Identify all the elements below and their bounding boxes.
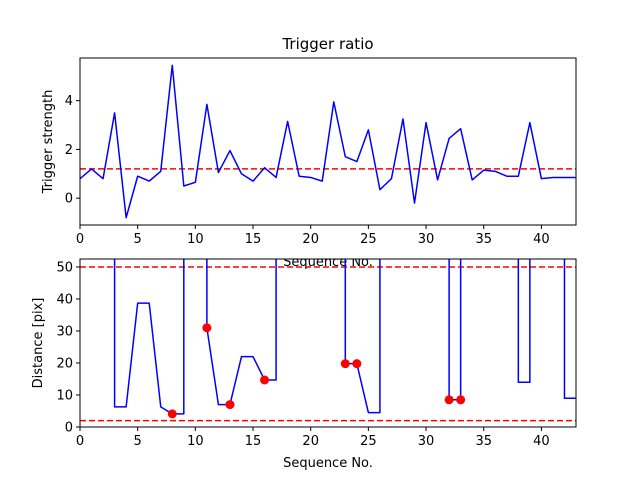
axis-ticks: 0 5 10 15 20 25 30 35 40 0 10 20 30 40 50 (56, 261, 549, 450)
x-tick-label: 30 (418, 434, 435, 449)
x-tick-label: 10 (187, 232, 204, 247)
y-tick-label: 0 (65, 192, 73, 207)
y-axis-label: Distance [pix] (31, 298, 46, 389)
x-tick-label: 30 (418, 232, 435, 247)
x-tick-label: 20 (302, 232, 319, 247)
y-axis-label: Trigger strength (41, 90, 56, 195)
x-tick-label: 0 (76, 434, 84, 449)
x-tick-label: 10 (187, 434, 204, 449)
x-tick-label: 25 (360, 232, 377, 247)
data-point (225, 400, 235, 410)
axes-frame (79, 57, 577, 226)
plot-area (80, 259, 576, 422)
x-tick-label: 15 (245, 232, 262, 247)
x-tick-label: 40 (533, 434, 550, 449)
x-tick-label: 0 (76, 232, 84, 247)
y-tick-label: 40 (56, 293, 73, 308)
y-tick-label: 30 (56, 325, 73, 340)
label-overlap-mask (270, 254, 386, 259)
x-tick-label: 15 (245, 434, 262, 449)
plot-area (80, 64, 576, 219)
x-axis-label: Sequence No. (283, 456, 373, 471)
x-tick-label: 35 (475, 232, 492, 247)
y-tick-label: 4 (65, 94, 73, 109)
axis-ticks: 0 5 10 15 20 25 30 35 40 0 2 4 (65, 94, 550, 247)
data-point (352, 359, 362, 369)
x-tick-label: 25 (360, 434, 377, 449)
y-tick-label: 0 (65, 421, 73, 436)
y-tick-label: 2 (65, 143, 73, 158)
x-tick-label: 20 (302, 434, 319, 449)
series-line (80, 64, 576, 219)
series-line (113, 259, 576, 415)
y-tick-label: 10 (56, 389, 73, 404)
data-point (260, 375, 270, 385)
x-tick-label: 35 (475, 434, 492, 449)
x-tick-label: 40 (533, 232, 550, 247)
chart-title: Trigger ratio (281, 35, 373, 53)
x-tick-label: 5 (134, 434, 142, 449)
data-point (167, 409, 177, 419)
data-point (456, 395, 466, 405)
y-tick-label: 20 (56, 357, 73, 372)
y-tick-label: 50 (56, 261, 73, 276)
data-point (202, 323, 212, 333)
data-point (444, 395, 454, 405)
data-point (340, 359, 350, 369)
axes-frame (79, 258, 577, 428)
distance-panel: 0 5 10 15 20 25 30 35 40 0 10 20 30 40 50 Sequence No.… (31, 254, 577, 471)
x-tick-label: 5 (134, 232, 142, 247)
